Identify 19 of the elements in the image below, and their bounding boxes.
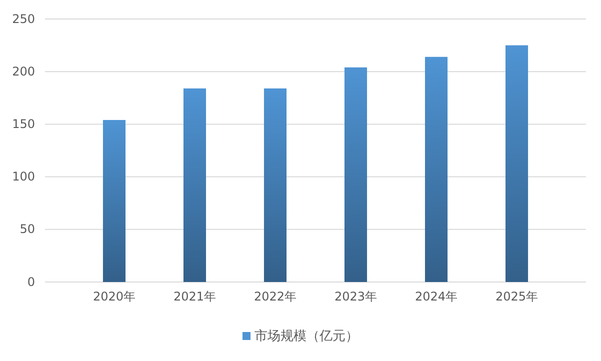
y-tick-label: 100	[12, 170, 35, 184]
x-tick-label: 2024年	[414, 290, 458, 304]
x-tick-label: 2022年	[254, 290, 297, 304]
x-tick-label: 2021年	[173, 290, 216, 304]
x-tick-label: 2025年	[495, 290, 538, 304]
y-tick-label: 50	[20, 222, 35, 236]
legend-label: 市场规模（亿元）	[254, 329, 358, 344]
y-tick-label: 0	[27, 274, 35, 289]
bar	[102, 120, 126, 282]
x-tick-label: 2020年	[92, 290, 136, 304]
bar	[264, 88, 287, 282]
bar	[424, 56, 448, 282]
y-tick-label: 200	[12, 64, 35, 78]
bar	[505, 45, 528, 282]
bar	[183, 88, 206, 282]
y-tick-label: 250	[12, 12, 35, 26]
bar	[344, 67, 368, 282]
y-tick-label: 150	[12, 117, 35, 132]
x-tick-label: 2023年	[334, 290, 378, 304]
